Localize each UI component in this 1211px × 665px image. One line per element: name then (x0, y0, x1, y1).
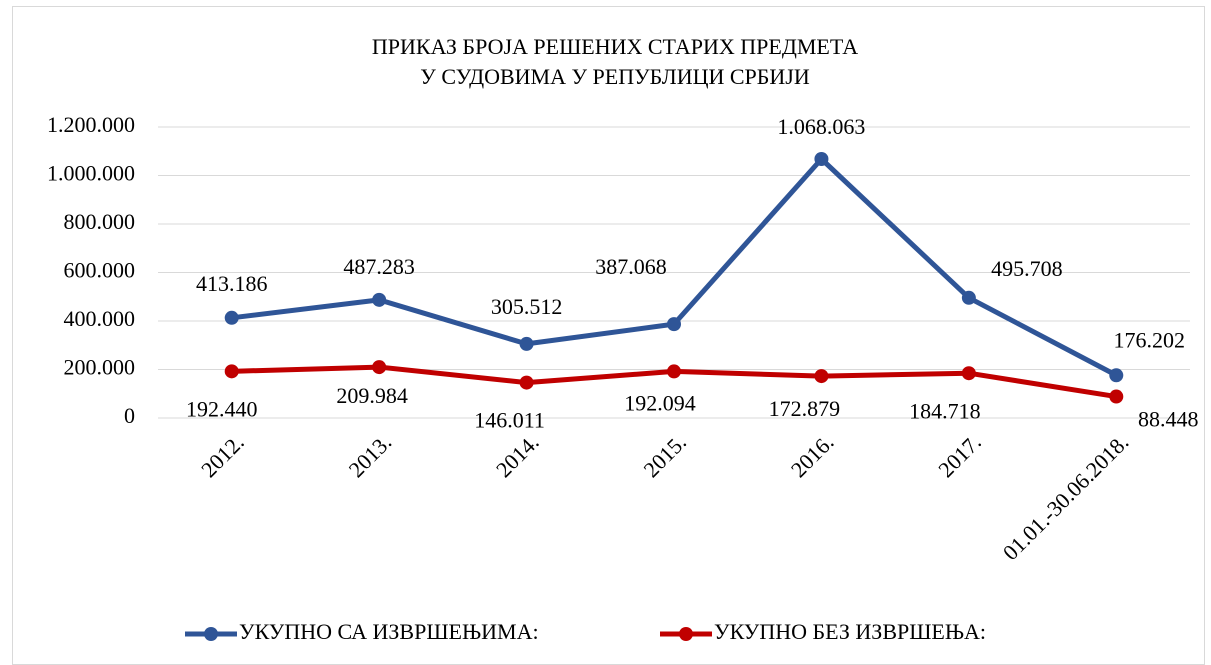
data-label: 146.011 (474, 408, 545, 433)
data-point (224, 310, 239, 325)
legend-marker (679, 627, 693, 641)
y-tick-label: 600.000 (64, 258, 136, 283)
data-point (372, 360, 387, 375)
data-point (667, 317, 681, 332)
data-point (372, 292, 387, 307)
data-point (814, 151, 829, 166)
y-tick-label: 1.000.000 (47, 161, 135, 186)
data-label: 387.068 (595, 254, 667, 279)
data-label: 176.202 (1114, 327, 1186, 352)
legend-marker (204, 627, 218, 641)
data-point (961, 366, 976, 381)
data-label: 487.283 (343, 254, 415, 279)
data-point (1109, 389, 1124, 404)
data-point (1109, 368, 1124, 383)
data-point (814, 369, 829, 384)
y-tick-label: 1.200.000 (47, 112, 135, 137)
data-label: 495.708 (991, 256, 1063, 281)
legend-label: УКУПНО БЕЗ ИЗВРШЕЊА: (714, 619, 986, 644)
data-label: 1.068.063 (777, 114, 865, 139)
data-label: 184.718 (909, 398, 981, 423)
data-label: 88.448 (1138, 407, 1199, 432)
data-label: 192.094 (624, 390, 696, 415)
data-label: 192.440 (186, 396, 258, 421)
data-point (519, 336, 534, 351)
data-label: 172.879 (769, 396, 841, 421)
data-label: 413.186 (196, 271, 268, 296)
data-point (961, 290, 976, 305)
y-tick-label: 400.000 (64, 306, 136, 331)
data-point (519, 375, 534, 390)
data-point (224, 364, 239, 379)
y-tick-label: 0 (124, 403, 135, 428)
data-label: 209.984 (336, 383, 408, 408)
data-label: 305.512 (491, 294, 563, 319)
chart-title: ПРИКАЗ БРОЈА РЕШЕНИХ СТАРИХ ПРЕДМЕТА (372, 34, 858, 59)
chart-title: У СУДОВИМА У РЕПУБЛИЦИ СРБИЈИ (420, 64, 810, 89)
data-point (667, 364, 681, 379)
chart-frame (12, 6, 1205, 665)
legend-label: УКУПНО СА ИЗВРШЕЊИМА: (239, 619, 539, 644)
y-tick-label: 800.000 (64, 209, 136, 234)
y-tick-label: 200.000 (64, 355, 136, 380)
